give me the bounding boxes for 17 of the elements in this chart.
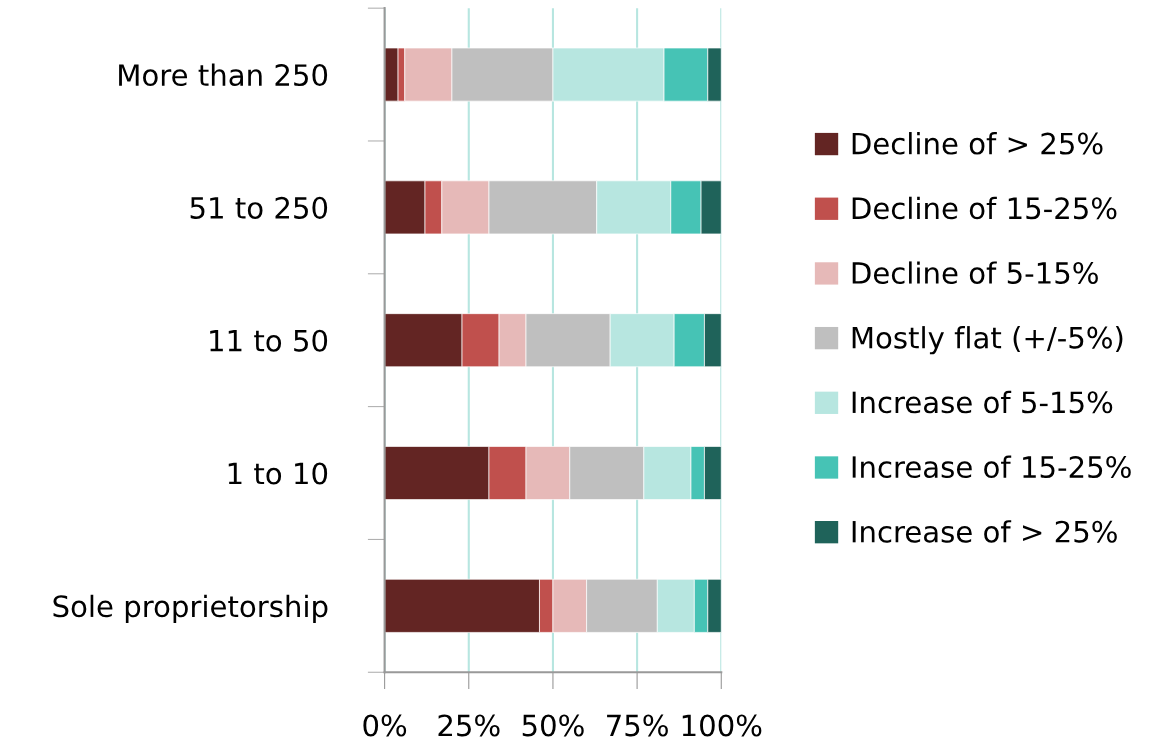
y-tick-label: 51 to 250	[190, 196, 328, 219]
y-tick-label: More than 250	[119, 63, 328, 87]
legend-label: Increase of 15-25%	[852, 455, 1131, 479]
y-tick-label: 11 to 50	[210, 329, 328, 352]
x-tick-label: 25%	[438, 714, 500, 737]
legend-label: Decline of 15-25%	[852, 196, 1117, 220]
y-tick-label: Sole proprietorship	[53, 594, 328, 623]
y-tick-label: 1 to 10	[228, 462, 328, 485]
legend-label: Mostly flat (+/-5%)	[852, 326, 1123, 355]
x-tick-label: 100%	[682, 714, 762, 737]
x-tick-label: 0%	[363, 714, 407, 737]
x-tick-label: 75%	[607, 714, 668, 737]
legend-label: Decline of 5-15%	[852, 261, 1098, 284]
legend-label: Decline of > 25%	[852, 132, 1103, 155]
legend-label: Increase of 5-15%	[852, 390, 1113, 414]
legend-label: Increase of > 25%	[852, 520, 1117, 543]
x-tick-label: 50%	[522, 714, 584, 737]
